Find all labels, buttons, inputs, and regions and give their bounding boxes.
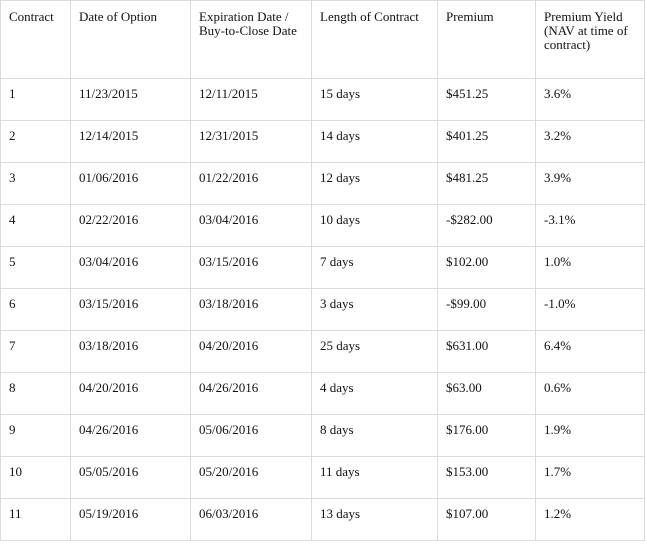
header-cell: Premium xyxy=(437,0,536,79)
table-cell: -$282.00 xyxy=(437,204,536,247)
table-cell: 3.9% xyxy=(535,162,645,205)
table-cell: 1.9% xyxy=(535,414,645,457)
table-cell: 03/15/2016 xyxy=(70,288,191,331)
table-row: 7 03/18/2016 04/20/2016 25 days $631.00 6.4% xyxy=(0,330,645,373)
table-cell: 12/14/2015 xyxy=(70,120,191,163)
header-cell: Contract xyxy=(0,0,71,79)
header-cell: Date of Option xyxy=(70,0,191,79)
table-cell: 2 xyxy=(0,120,71,163)
table-row: 9 04/26/2016 05/06/2016 8 days $176.00 1.9% xyxy=(0,414,645,457)
table-cell: 13 days xyxy=(311,498,438,541)
table-cell: 03/18/2016 xyxy=(190,288,312,331)
table-cell: 01/06/2016 xyxy=(70,162,191,205)
table-row: 10 05/05/2016 05/20/2016 11 days $153.00 1.7% xyxy=(0,456,645,499)
table-cell: 15 days xyxy=(311,78,438,121)
table-cell: 9 xyxy=(0,414,71,457)
table-row: 3 01/06/2016 01/22/2016 12 days $481.25 3.9% xyxy=(0,162,645,205)
table-cell: $107.00 xyxy=(437,498,536,541)
table-cell: 5 xyxy=(0,246,71,289)
table-cell: $401.25 xyxy=(437,120,536,163)
table-cell: 06/03/2016 xyxy=(190,498,312,541)
table-cell: $481.25 xyxy=(437,162,536,205)
table-cell: 03/04/2016 xyxy=(190,204,312,247)
table-cell: 0.6% xyxy=(535,372,645,415)
table-cell: 1 xyxy=(0,78,71,121)
table-cell: 04/20/2016 xyxy=(70,372,191,415)
table-row: 2 12/14/2015 12/31/2015 14 days $401.25 3.2% xyxy=(0,120,645,163)
table-cell: 6 xyxy=(0,288,71,331)
table-cell: 05/19/2016 xyxy=(70,498,191,541)
table-cell: 3.6% xyxy=(535,78,645,121)
table-cell: 3.2% xyxy=(535,120,645,163)
table-row: 4 02/22/2016 03/04/2016 10 days -$282.00 -3.1… xyxy=(0,204,645,247)
table-cell: 25 days xyxy=(311,330,438,373)
table-cell: 6.4% xyxy=(535,330,645,373)
table-cell: $63.00 xyxy=(437,372,536,415)
table-cell: -$99.00 xyxy=(437,288,536,331)
table-cell: 3 days xyxy=(311,288,438,331)
table-cell: 7 days xyxy=(311,246,438,289)
table-cell: $153.00 xyxy=(437,456,536,499)
header-cell: Length of Contract xyxy=(311,0,438,79)
table-cell: 05/06/2016 xyxy=(190,414,312,457)
table-cell: 11 xyxy=(0,498,71,541)
table-cell: 1.0% xyxy=(535,246,645,289)
table-cell: 12/11/2015 xyxy=(190,78,312,121)
table-row: 11 05/19/2016 06/03/2016 13 days $107.00 1.2% xyxy=(0,498,645,541)
table-cell: 8 xyxy=(0,372,71,415)
table-cell: $102.00 xyxy=(437,246,536,289)
table-cell: 03/15/2016 xyxy=(190,246,312,289)
table-cell: $451.25 xyxy=(437,78,536,121)
table-cell: 11 days xyxy=(311,456,438,499)
table-cell: 01/22/2016 xyxy=(190,162,312,205)
table-cell: 12 days xyxy=(311,162,438,205)
table-cell: -3.1% xyxy=(535,204,645,247)
table-cell: 7 xyxy=(0,330,71,373)
table-cell: 10 days xyxy=(311,204,438,247)
table-cell: $176.00 xyxy=(437,414,536,457)
table-cell: $631.00 xyxy=(437,330,536,373)
table-row: 5 03/04/2016 03/15/2016 7 days $102.00 1.0% xyxy=(0,246,645,289)
table-cell: 04/26/2016 xyxy=(190,372,312,415)
table-cell: 10 xyxy=(0,456,71,499)
table-row: 6 03/15/2016 03/18/2016 3 days -$99.00 -1.0% xyxy=(0,288,645,331)
table-row: 1 11/23/2015 12/11/2015 15 days $451.25 3.6% xyxy=(0,78,645,121)
table-cell: 4 xyxy=(0,204,71,247)
table-cell: -1.0% xyxy=(535,288,645,331)
header-cell: Expiration Date / Buy-to-Close Date xyxy=(190,0,312,79)
header-cell: Premium Yield (NAV at time of contract) xyxy=(535,0,645,79)
table-cell: 8 days xyxy=(311,414,438,457)
table-cell: 05/20/2016 xyxy=(190,456,312,499)
table-cell: 03/18/2016 xyxy=(70,330,191,373)
table-cell: 3 xyxy=(0,162,71,205)
table-cell: 03/04/2016 xyxy=(70,246,191,289)
table-cell: 02/22/2016 xyxy=(70,204,191,247)
table-cell: 04/20/2016 xyxy=(190,330,312,373)
table-cell: 05/05/2016 xyxy=(70,456,191,499)
header-row: Contract Date of Option Expiration Date / … xyxy=(0,0,645,79)
table-cell: 1.7% xyxy=(535,456,645,499)
table-cell: 4 days xyxy=(311,372,438,415)
table-cell: 04/26/2016 xyxy=(70,414,191,457)
table-cell: 11/23/2015 xyxy=(70,78,191,121)
table-row: 8 04/20/2016 04/26/2016 4 days $63.00 0.6% xyxy=(0,372,645,415)
table-cell: 1.2% xyxy=(535,498,645,541)
table-cell: 14 days xyxy=(311,120,438,163)
table-cell: 12/31/2015 xyxy=(190,120,312,163)
